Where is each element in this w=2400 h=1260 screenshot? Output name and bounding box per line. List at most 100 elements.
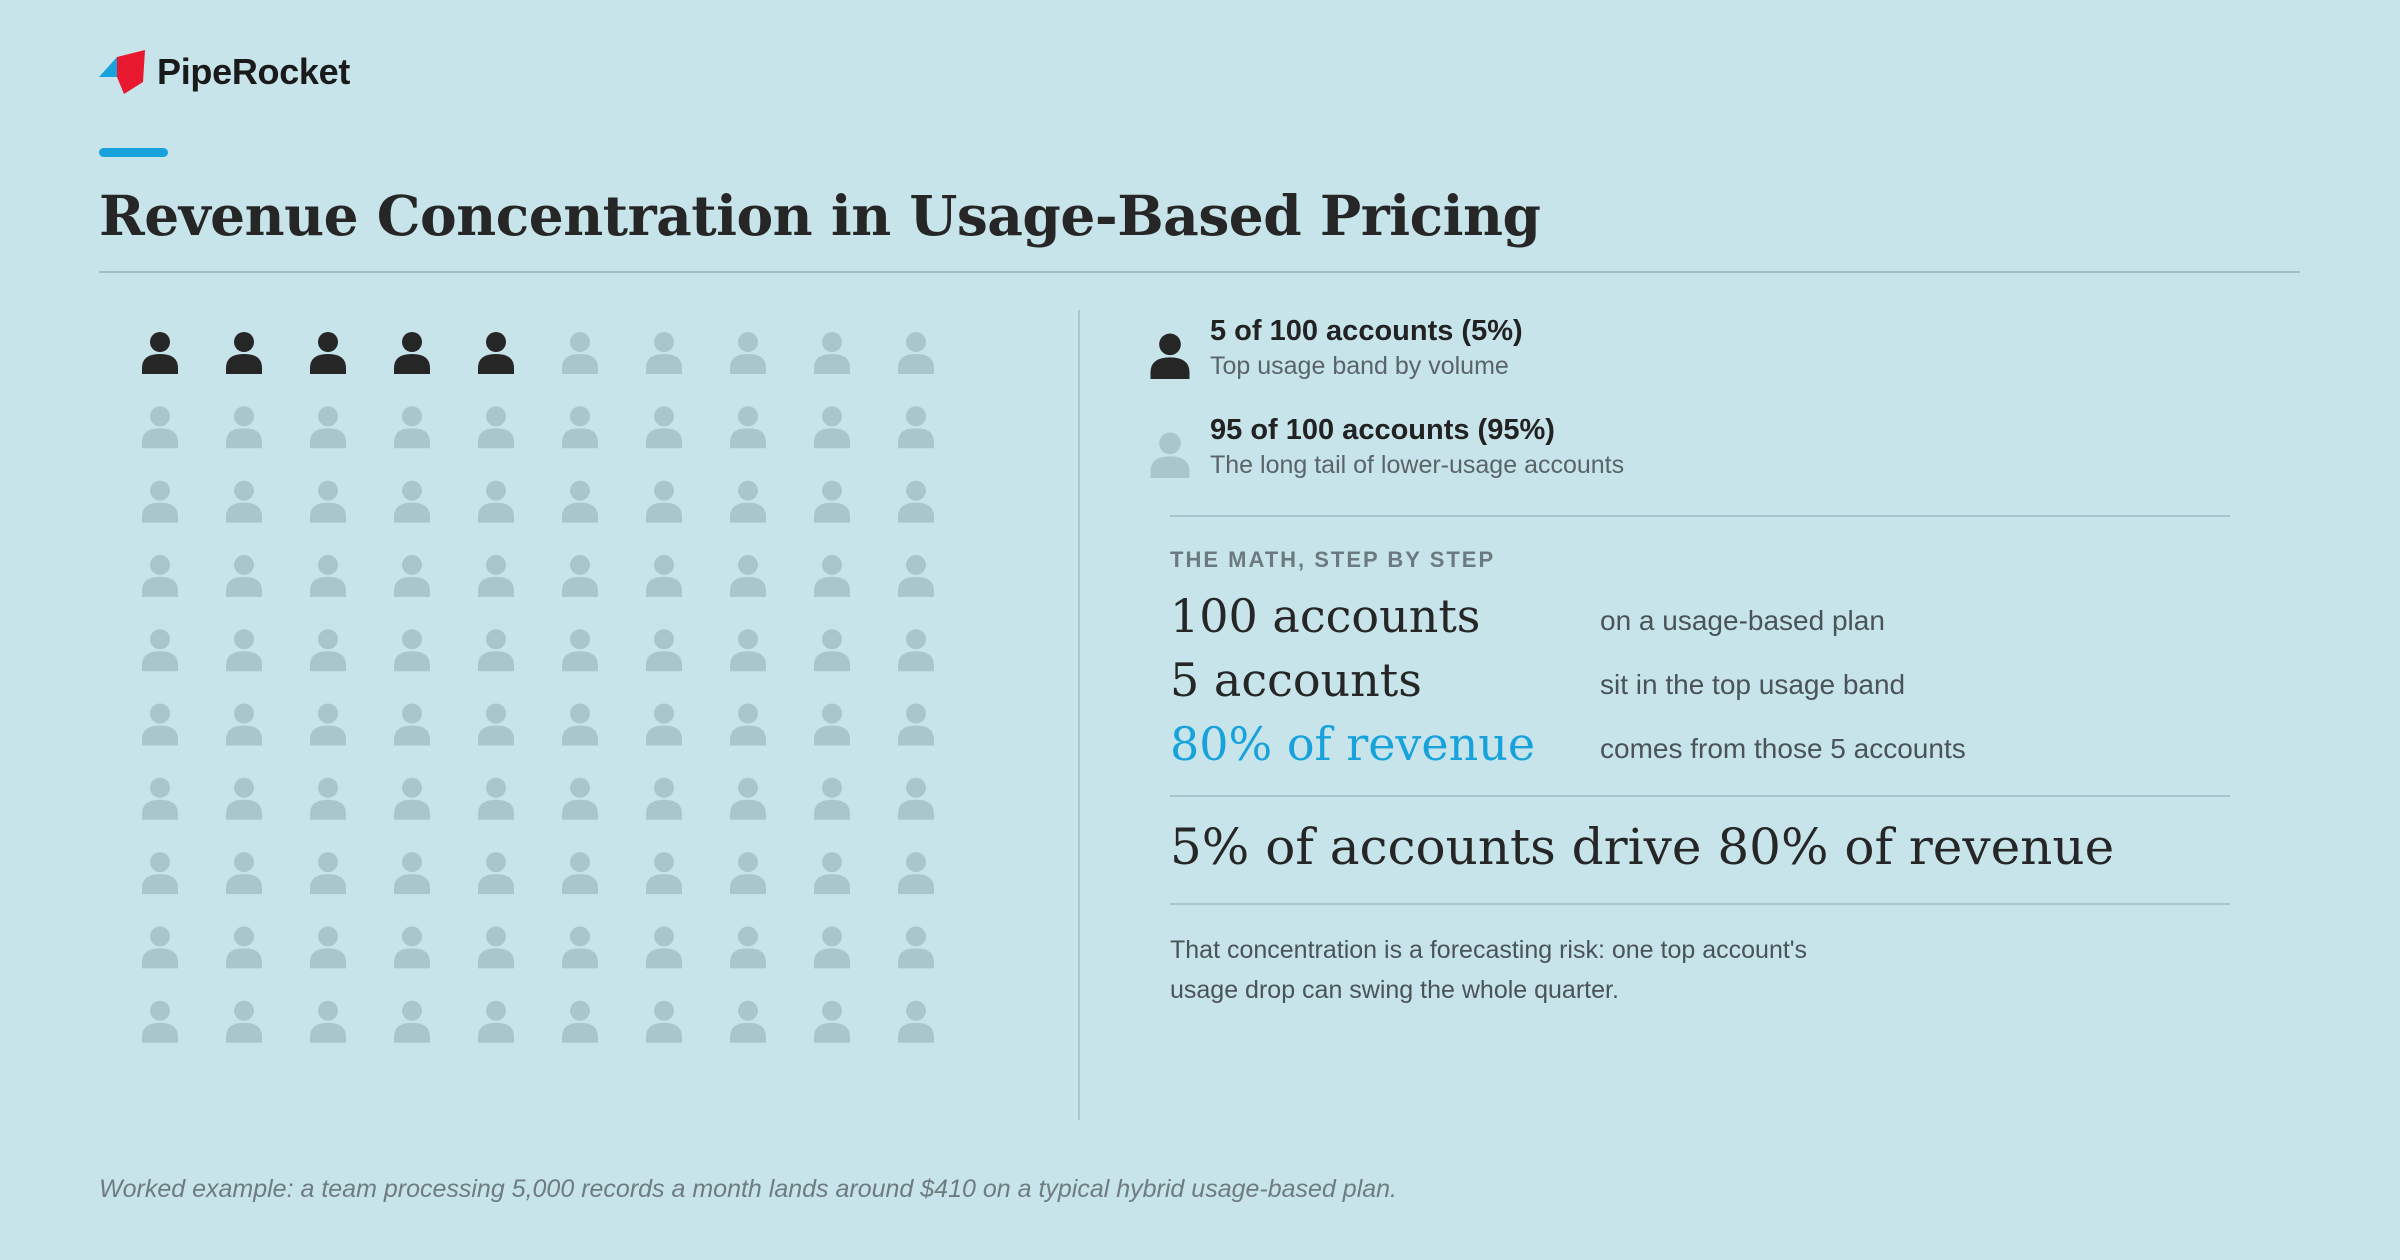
legend-item-top-band: 5 of 100 accounts (5%) Top usage band by… bbox=[1148, 313, 1523, 383]
person-icon-account bbox=[898, 1000, 934, 1043]
person-icon-account bbox=[562, 777, 598, 820]
person-icon-account bbox=[562, 480, 598, 523]
person-icon-account bbox=[394, 406, 430, 449]
person-icon-account bbox=[646, 926, 682, 969]
person-icon-account bbox=[562, 703, 598, 746]
person-icon-account bbox=[142, 703, 178, 746]
person-icon-account bbox=[142, 554, 178, 597]
person-icon-account bbox=[730, 406, 766, 449]
person-icon-account bbox=[730, 332, 766, 374]
person-icon-account bbox=[814, 406, 850, 449]
math-section-label: THE MATH, STEP BY STEP bbox=[1170, 547, 1496, 572]
legend-title: 5 of 100 accounts (5%) bbox=[1210, 315, 1523, 347]
person-icon-account bbox=[814, 554, 850, 597]
person-icon-account bbox=[310, 926, 346, 969]
person-icon-account bbox=[898, 629, 934, 672]
accent-bar bbox=[99, 148, 168, 157]
risk-note: That concentration is a forecasting risk… bbox=[1170, 936, 1808, 1004]
math-value: 5 accounts bbox=[1170, 653, 1422, 707]
person-icon-account bbox=[394, 554, 430, 597]
person-icon-account bbox=[562, 1000, 598, 1043]
person-icon-top-account bbox=[142, 332, 178, 374]
person-icon-account bbox=[730, 554, 766, 597]
person-icon-account bbox=[310, 852, 346, 895]
person-icon-account bbox=[310, 406, 346, 449]
person-icon-account bbox=[562, 926, 598, 969]
person-icon-account bbox=[394, 777, 430, 820]
person-icon-account bbox=[562, 554, 598, 597]
person-icon-account bbox=[478, 406, 514, 449]
person-icon-account bbox=[646, 554, 682, 597]
person-icon-account bbox=[814, 1000, 850, 1043]
person-icon-account bbox=[226, 703, 262, 746]
section-divider bbox=[1170, 515, 2230, 517]
person-icon-account bbox=[562, 332, 598, 374]
person-icon-account bbox=[898, 703, 934, 746]
person-icon-account bbox=[478, 777, 514, 820]
person-icon-account bbox=[310, 629, 346, 672]
person-icon-account bbox=[394, 480, 430, 523]
math-value-highlight: 80% of revenue bbox=[1170, 717, 1536, 771]
person-icon bbox=[1150, 432, 1190, 478]
person-icon-account bbox=[142, 852, 178, 895]
person-icon-account bbox=[646, 332, 682, 374]
section-divider bbox=[1170, 903, 2230, 905]
person-icon-account bbox=[730, 852, 766, 895]
person-icon-account bbox=[814, 852, 850, 895]
person-icon-account bbox=[310, 554, 346, 597]
legend-subtitle: Top usage band by volume bbox=[1210, 352, 1509, 380]
person-icon-account bbox=[394, 703, 430, 746]
person-icon-account bbox=[730, 480, 766, 523]
legend-subtitle: The long tail of lower-usage accounts bbox=[1210, 451, 1625, 479]
person-icon-account bbox=[646, 703, 682, 746]
person-icon-account bbox=[478, 852, 514, 895]
person-icon-account bbox=[730, 926, 766, 969]
person-icon-account bbox=[898, 852, 934, 895]
person-icon-account bbox=[898, 480, 934, 523]
person-icon-account bbox=[226, 777, 262, 820]
person-icon-account bbox=[646, 480, 682, 523]
person-icon-account bbox=[142, 777, 178, 820]
person-icon-account bbox=[394, 852, 430, 895]
person-icon-account bbox=[310, 480, 346, 523]
person-icon-top-account bbox=[394, 332, 430, 374]
logo: PipeRocket bbox=[99, 50, 350, 94]
person-icon-account bbox=[646, 629, 682, 672]
person-icon-account bbox=[142, 1000, 178, 1043]
person-icon-account bbox=[226, 629, 262, 672]
person-icon-account bbox=[814, 629, 850, 672]
person-icon-account bbox=[310, 703, 346, 746]
person-icon-account bbox=[142, 406, 178, 449]
person-icon-account bbox=[310, 777, 346, 820]
waffle-chart bbox=[142, 332, 934, 1043]
math-row: 80% of revenue comes from those 5 accoun… bbox=[1170, 712, 2270, 776]
person-icon-account bbox=[310, 1000, 346, 1043]
person-icon-account bbox=[814, 703, 850, 746]
person-icon-account bbox=[142, 629, 178, 672]
person-icon-account bbox=[646, 777, 682, 820]
person-icon-account bbox=[730, 777, 766, 820]
person-icon-account bbox=[730, 629, 766, 672]
page-title: Revenue Concentration in Usage-Based Pri… bbox=[99, 183, 1541, 248]
person-icon-account bbox=[646, 1000, 682, 1043]
legend-title: 95 of 100 accounts (95%) bbox=[1210, 414, 1555, 446]
person-icon-account bbox=[898, 926, 934, 969]
person-icon-account bbox=[226, 406, 262, 449]
person-icon bbox=[1150, 333, 1190, 379]
person-icon-account bbox=[226, 852, 262, 895]
footnote: Worked example: a team processing 5,000 … bbox=[99, 1175, 1397, 1203]
math-row: 5 accounts sit in the top usage band bbox=[1170, 648, 2270, 712]
person-icon-account bbox=[478, 926, 514, 969]
person-icon-account bbox=[478, 703, 514, 746]
section-divider bbox=[1170, 795, 2230, 797]
person-icon-account bbox=[142, 926, 178, 969]
person-icon-account bbox=[898, 554, 934, 597]
person-icon-account bbox=[730, 703, 766, 746]
person-icon-account bbox=[478, 554, 514, 597]
piperocket-logo-icon bbox=[99, 50, 145, 94]
person-icon-top-account bbox=[478, 332, 514, 374]
person-icon-account bbox=[394, 629, 430, 672]
person-icon-account bbox=[814, 332, 850, 374]
math-value: 100 accounts bbox=[1170, 589, 1481, 643]
person-icon-account bbox=[394, 1000, 430, 1043]
